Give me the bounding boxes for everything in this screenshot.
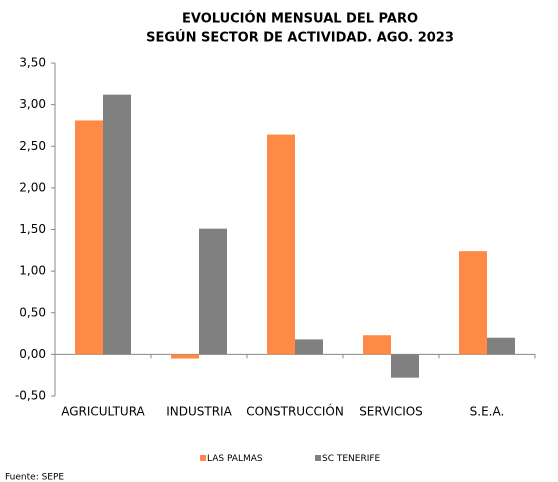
legend-label: SC TENERIFE (322, 454, 381, 464)
x-tick-label: S.E.A. (470, 405, 505, 419)
source: Fuente: SEPE (5, 473, 64, 482)
y-tick-label: -0,50 (15, 389, 46, 403)
bar (459, 251, 487, 355)
y-tick-label: 3,50 (19, 56, 46, 70)
y-tick-label: 1,50 (19, 222, 46, 236)
legend-label: LAS PALMAS (207, 454, 263, 464)
bar (103, 94, 131, 355)
bar (267, 134, 295, 355)
chart-title: EVOLUCIÓN MENSUAL DEL PARO (182, 11, 418, 27)
bar (295, 339, 323, 355)
chart-title: SEGÚN SECTOR DE ACTIVIDAD. AGO. 2023 (146, 30, 454, 46)
bar (75, 120, 103, 355)
y-tick-label: 1,00 (19, 264, 46, 278)
legend-swatch (200, 455, 206, 461)
bar (199, 228, 227, 355)
x-tick-label: SERVICIOS (359, 405, 423, 419)
y-tick-label: 0,50 (19, 305, 46, 319)
bar (171, 354, 199, 359)
y-tick-label: 2,50 (19, 139, 46, 153)
x-tick-label: INDUSTRIA (166, 405, 232, 419)
bar (363, 335, 391, 355)
bar (487, 337, 515, 355)
x-tick-label: AGRICULTURA (61, 405, 145, 419)
bar (391, 354, 419, 378)
y-tick-label: 0,00 (19, 347, 46, 361)
x-tick-label: CONSTRUCCIÓN (246, 404, 344, 419)
y-tick-label: 3,00 (19, 97, 46, 111)
legend-swatch (315, 455, 321, 461)
y-tick-label: 2,00 (19, 180, 46, 194)
